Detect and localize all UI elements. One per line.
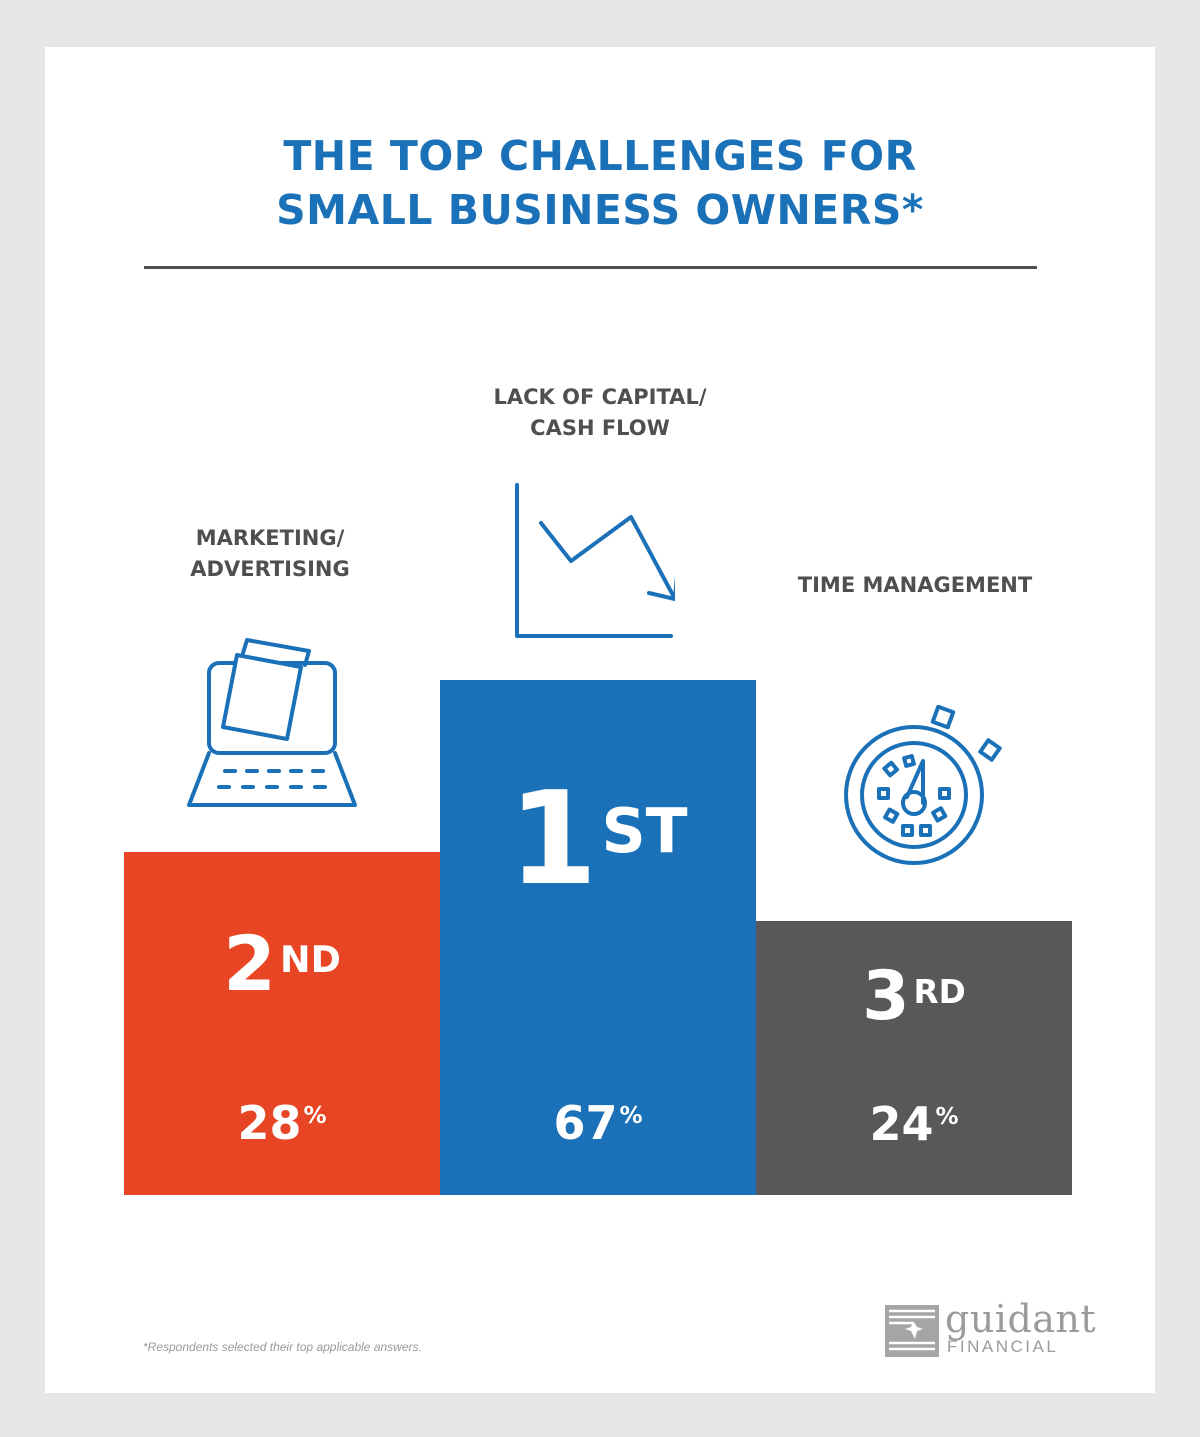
declining-chart-icon (515, 483, 675, 638)
guidant-logo-mark-icon (885, 1305, 939, 1357)
guidant-logo: guidant FINANCIAL (883, 1297, 1113, 1363)
infographic-card: THE TOP CHALLENGES FOR SMALL BUSINESS OW… (45, 47, 1155, 1393)
stopwatch-icon (844, 705, 1002, 865)
rank-first: 1ST (508, 765, 688, 914)
rank-third: 3 RD (862, 957, 966, 1036)
pct-first: 67% (553, 1096, 643, 1150)
podium-bar-third: 3 RD 24% (756, 921, 1072, 1195)
logo-word-guidant: guidant (945, 1297, 1097, 1341)
podium-bar-first: 1ST 67% (440, 680, 756, 1195)
page-title: THE TOP CHALLENGES FOR SMALL BUSINESS OW… (45, 129, 1155, 237)
pct-second: 28% (237, 1096, 327, 1150)
pct-third: 24% (869, 1097, 959, 1151)
rank-second: 2 ND (223, 919, 341, 1008)
title-line-1: THE TOP CHALLENGES FOR (283, 132, 917, 180)
label-third: TIME MANAGEMENT (797, 573, 1033, 597)
title-line-2: SMALL BUSINESS OWNERS* (276, 186, 924, 234)
laptop-icon (187, 638, 357, 807)
label-second: MARKETING/ ADVERTISING (190, 526, 350, 581)
podium-bar-second: 2 ND 28% (124, 852, 440, 1195)
footnote: *Respondents selected their top applicab… (143, 1340, 422, 1354)
title-divider (144, 266, 1037, 269)
logo-word-financial: FINANCIAL (947, 1337, 1059, 1356)
label-first: LACK OF CAPITAL/ CASH FLOW (493, 385, 707, 440)
